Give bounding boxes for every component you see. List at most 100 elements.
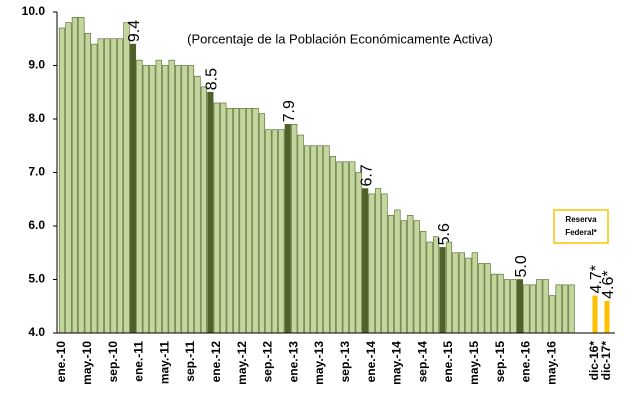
x-tick-label: may.-11 (157, 341, 171, 384)
x-tick-label: may.-16 (544, 341, 558, 385)
bar (97, 38, 104, 334)
bar (110, 38, 117, 334)
bar (323, 145, 330, 334)
bar (168, 59, 175, 334)
bar (439, 247, 446, 334)
bar (484, 263, 491, 334)
bar (278, 129, 285, 334)
bar (387, 215, 395, 334)
bar (123, 22, 130, 334)
bar (207, 91, 214, 334)
value-label: 4.6* (600, 270, 617, 298)
bar (303, 145, 311, 334)
bar (284, 124, 291, 334)
bar (536, 279, 543, 334)
y-tick-label: 8.0 (28, 111, 45, 125)
x-tick-label: ene.-15 (441, 341, 455, 383)
bar (252, 108, 259, 334)
bar (71, 17, 78, 334)
y-tick-label: 7.0 (28, 165, 45, 179)
bar (149, 65, 156, 334)
bar (220, 102, 227, 334)
legend-box (553, 209, 609, 244)
bar (136, 59, 143, 334)
bar (187, 65, 195, 334)
bar (407, 215, 414, 334)
y-tick-label: 9.0 (28, 58, 45, 72)
x-tick-label: ene.-16 (519, 341, 533, 383)
bar (226, 108, 233, 334)
y-tick-label: 10.0 (22, 4, 46, 18)
x-tick-label: ene.-13 (286, 341, 300, 383)
bar (336, 161, 343, 334)
bar (400, 220, 407, 334)
x-tick-label: ene.-11 (132, 341, 146, 382)
bar (91, 43, 98, 334)
bar (142, 65, 149, 334)
x-tick-label: ene.-12 (209, 341, 223, 383)
bar (65, 22, 72, 334)
bar (155, 59, 162, 334)
bar (349, 161, 356, 334)
bar (310, 145, 317, 334)
bar (239, 108, 246, 334)
bar (329, 156, 337, 334)
value-label: 5.6 (436, 223, 453, 245)
bar (381, 193, 388, 334)
y-tick-label: 5.0 (28, 272, 45, 286)
x-tick-label: ene.-10 (54, 341, 68, 383)
bar (355, 172, 362, 334)
y-tick-label: 6.0 (28, 218, 45, 232)
bar (258, 113, 266, 334)
bar (413, 220, 420, 334)
legend-text: Federal* (565, 228, 597, 237)
bar (549, 295, 556, 334)
bar (342, 161, 349, 334)
bar (604, 300, 610, 333)
legend-text: Reserva (565, 215, 597, 224)
bar (265, 129, 272, 334)
bar (478, 263, 485, 334)
bar (162, 65, 169, 334)
bar (465, 257, 472, 334)
x-tick-label: may.-12 (235, 341, 249, 385)
bar (497, 273, 504, 334)
bar (529, 284, 536, 334)
bar (245, 108, 253, 334)
bar (452, 252, 459, 334)
value-label: 7.9 (281, 100, 298, 122)
x-tick-label: sep.-10 (106, 341, 120, 383)
bar (104, 38, 111, 334)
bar (555, 284, 562, 334)
bar (491, 273, 498, 334)
bar (561, 284, 569, 334)
x-tick-label: may.-10 (80, 341, 94, 385)
bar (129, 43, 137, 334)
bar (374, 188, 382, 334)
x-tick-label: sep.-14 (415, 341, 429, 383)
value-label: 9.4 (126, 20, 143, 42)
bar (503, 279, 511, 334)
x-tick-label: dic-17* (599, 341, 613, 381)
x-tick-label: sep.-15 (493, 341, 507, 383)
bar (592, 295, 598, 333)
bar (213, 102, 220, 334)
x-tick-label: may.-15 (467, 341, 481, 385)
bar (58, 27, 66, 334)
bar (271, 129, 278, 334)
value-label: 5.0 (513, 255, 530, 277)
bar (84, 33, 91, 334)
bar (175, 65, 182, 334)
bar (445, 241, 453, 334)
bar (78, 17, 85, 334)
x-tick-label: may.-14 (390, 341, 404, 385)
bar (471, 252, 478, 334)
bar (420, 231, 427, 334)
x-tick-label: may.-13 (312, 341, 326, 385)
bar (200, 86, 208, 334)
bar (432, 236, 440, 334)
bar (523, 284, 530, 334)
x-tick-label: ene.-14 (364, 341, 378, 383)
bar (568, 284, 575, 334)
